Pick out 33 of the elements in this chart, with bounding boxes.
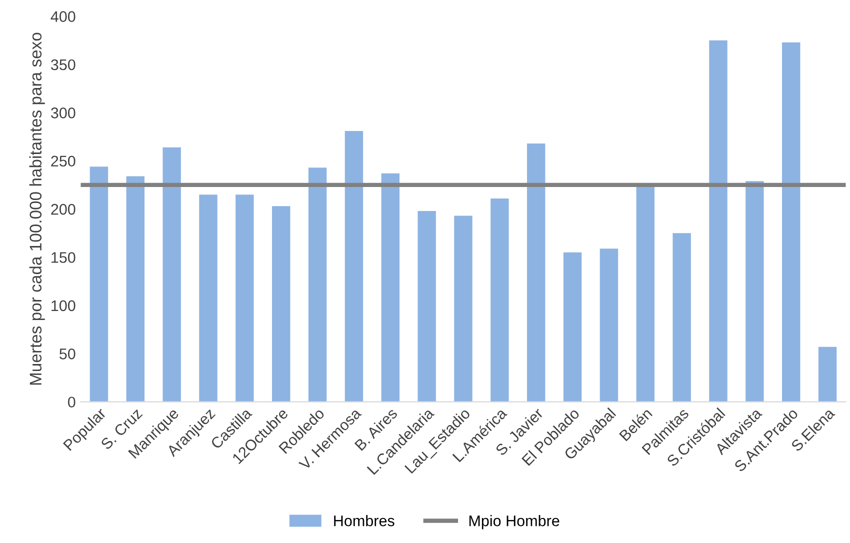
bar	[527, 144, 546, 402]
y-axis-title: Muertes por cada 100.000 habitantes para sexo	[29, 32, 45, 385]
bar	[746, 181, 764, 402]
bar	[600, 248, 618, 402]
bar	[672, 233, 691, 402]
bar	[308, 168, 327, 402]
y-tick-label: 350	[50, 59, 76, 70]
bar	[782, 42, 800, 402]
y-tick-label: 100	[52, 300, 76, 312]
y-tick-label: 150	[52, 252, 76, 263]
bar	[126, 176, 144, 402]
legend-label: Hombres	[334, 515, 394, 526]
bar	[636, 186, 654, 402]
y-tick-label: 300	[50, 108, 76, 118]
bar	[418, 210, 436, 402]
legend-label: Mpio Hombre	[469, 515, 560, 530]
y-tick-label: 50	[60, 348, 76, 360]
bar	[490, 198, 509, 402]
y-tick-label: 0	[68, 396, 76, 408]
bar	[236, 194, 254, 402]
bar	[272, 206, 290, 402]
y-tick-label: 400	[50, 11, 76, 22]
bar	[381, 173, 400, 402]
bar	[199, 194, 218, 402]
bar	[709, 40, 728, 402]
y-tick-label: 200	[51, 204, 76, 215]
bar	[344, 130, 364, 402]
bar	[454, 216, 472, 402]
bar	[90, 166, 108, 402]
bar	[818, 346, 837, 402]
y-tick-label: 250	[51, 156, 76, 167]
bar	[563, 252, 582, 402]
bar	[162, 147, 181, 402]
